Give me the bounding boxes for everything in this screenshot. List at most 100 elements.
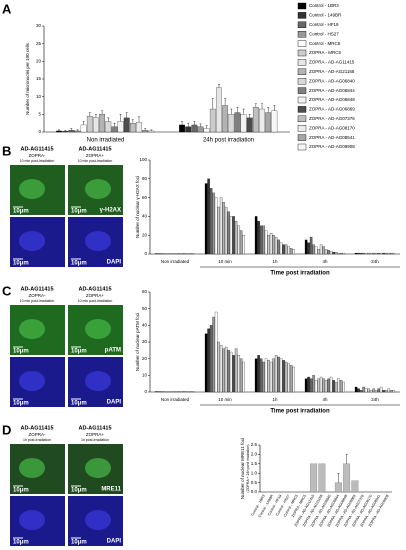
bar (105, 121, 112, 133)
image-condition: ZOPRA+ (86, 432, 105, 437)
bar (319, 376, 323, 393)
bar (172, 391, 175, 393)
y-tick-label: 0 (144, 251, 147, 256)
bar (204, 333, 208, 393)
y-axis-label: Number of nuclear pATM foci (135, 313, 140, 371)
x-axis-label: Time post irradiation (270, 409, 330, 415)
legend-label: Control - MRC5 (309, 41, 341, 46)
y-tick-label: 30 (142, 339, 148, 344)
bar (179, 124, 185, 133)
bar (111, 126, 118, 133)
panel-label: C (2, 283, 12, 298)
bar (384, 252, 388, 255)
bar (318, 463, 326, 493)
y-tick-label: 5 (38, 112, 41, 117)
y-tick-label: 1.0 (251, 470, 258, 475)
y-tick-label: 10 (36, 94, 42, 99)
bar (214, 311, 218, 393)
bar (242, 235, 245, 255)
bar (232, 355, 235, 393)
nucleus (85, 510, 111, 530)
y-tick-label: 2.5 (251, 442, 258, 447)
y-tick-label: 60 (142, 195, 148, 200)
bar (234, 220, 238, 255)
bar (219, 197, 223, 255)
bar (169, 391, 173, 393)
y-tick-label: 0.0 (251, 489, 258, 494)
nucleus (19, 319, 45, 339)
bar (240, 114, 247, 133)
bar (314, 246, 318, 255)
bar (329, 376, 333, 393)
bar (259, 225, 263, 255)
bar (387, 388, 390, 393)
legend-label: ZOPRA - MRC5 (309, 50, 342, 55)
y-tick-label: 40 (142, 323, 148, 328)
bar (257, 220, 260, 255)
bar (207, 178, 210, 255)
bar (239, 230, 243, 255)
bar (342, 381, 345, 393)
legend-label: Control - 1BR3 (309, 3, 339, 8)
bar (222, 202, 225, 255)
bar (357, 388, 360, 393)
bar (229, 351, 233, 393)
legend-label: ZOPRA - AD-AG06869 (309, 107, 355, 112)
legend-swatch (297, 124, 307, 132)
bar (282, 360, 285, 393)
nucleus (19, 231, 45, 251)
image-condition: ZOPRA- (28, 432, 46, 437)
image-time: 10 min post-irradiation (78, 159, 113, 163)
y-tick-label: 20 (36, 59, 42, 64)
legend-label: Control - 149BR (309, 13, 342, 18)
legend-label: ZOPRA - AD-AG08541 (309, 135, 355, 140)
legend-label: ZOPRA - AD-AG11415 (309, 60, 355, 65)
bar (384, 390, 388, 393)
scale-label: 10μm (71, 401, 87, 407)
bar (317, 249, 320, 255)
bar (339, 380, 343, 393)
bar (189, 391, 193, 393)
bar (287, 246, 290, 255)
panel-label: B (2, 143, 11, 158)
image-title: AD-AG11415 (78, 146, 111, 152)
y-tick-label: 40 (142, 214, 148, 219)
bar (212, 192, 215, 255)
bar (284, 244, 288, 255)
legend-label: ZOPRA - AD-AG06840 (309, 78, 355, 83)
bar (68, 130, 75, 133)
bar (177, 391, 180, 393)
stain-label: DAPI (107, 539, 122, 545)
bar (279, 242, 283, 255)
bar (269, 361, 273, 393)
legend-label: Control - HF19 (309, 22, 339, 27)
bar (312, 244, 315, 255)
bar (154, 391, 158, 393)
bar (174, 391, 178, 393)
bar (374, 390, 378, 393)
bar (209, 108, 216, 133)
image-condition: ZOPRA- (28, 293, 46, 298)
bar (123, 117, 130, 133)
legend-label: Control - HS27 (309, 31, 339, 36)
bar (93, 117, 99, 133)
nucleus (85, 231, 111, 251)
bar (287, 363, 290, 393)
bar (324, 380, 328, 393)
y-tick-label: 0 (144, 389, 147, 394)
bar (234, 348, 238, 393)
legend-label: ZOPRA - AD-AG06848 (309, 97, 355, 102)
bar (272, 358, 275, 393)
bar (307, 242, 310, 255)
scale-label: 10μm (71, 261, 87, 267)
bar (272, 235, 275, 255)
bar (359, 252, 363, 255)
bar (254, 216, 258, 255)
y-tick-label: 0.5 (251, 480, 258, 485)
bar (382, 390, 385, 393)
scale-label: 10μm (13, 540, 29, 546)
bar (362, 252, 365, 255)
bar (217, 206, 220, 255)
bar (372, 388, 375, 393)
bar (182, 391, 185, 393)
